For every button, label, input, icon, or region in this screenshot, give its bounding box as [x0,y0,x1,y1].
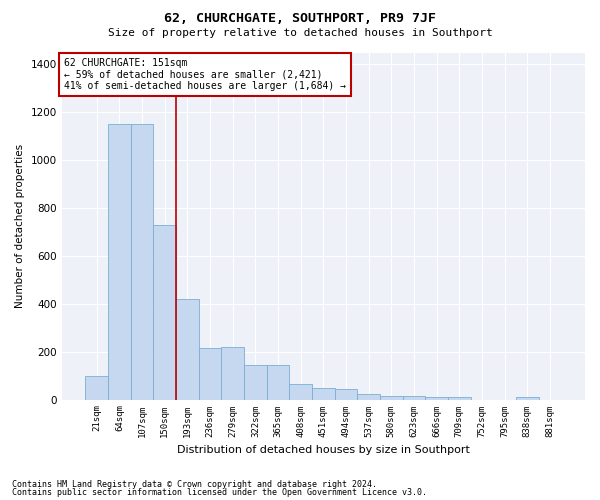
Bar [425,396,448,400]
Bar [448,396,470,400]
Bar [131,124,154,400]
Bar [199,348,221,400]
Y-axis label: Number of detached properties: Number of detached properties [15,144,25,308]
Text: Contains HM Land Registry data © Crown copyright and database right 2024.: Contains HM Land Registry data © Crown c… [12,480,377,489]
Text: Contains public sector information licensed under the Open Government Licence v3: Contains public sector information licen… [12,488,427,497]
Bar [244,365,266,400]
Bar [176,299,199,400]
Bar [154,225,176,400]
Bar [221,347,244,400]
Bar [358,394,380,400]
Bar [289,384,312,400]
Text: 62, CHURCHGATE, SOUTHPORT, PR9 7JF: 62, CHURCHGATE, SOUTHPORT, PR9 7JF [164,12,436,26]
Text: Size of property relative to detached houses in Southport: Size of property relative to detached ho… [107,28,493,38]
Text: 62 CHURCHGATE: 151sqm
← 59% of detached houses are smaller (2,421)
41% of semi-d: 62 CHURCHGATE: 151sqm ← 59% of detached … [64,58,346,91]
X-axis label: Distribution of detached houses by size in Southport: Distribution of detached houses by size … [177,445,470,455]
Bar [85,376,108,400]
Bar [403,396,425,400]
Bar [108,124,131,400]
Bar [266,365,289,400]
Bar [516,396,539,400]
Bar [380,396,403,400]
Bar [312,388,335,400]
Bar [335,389,358,400]
